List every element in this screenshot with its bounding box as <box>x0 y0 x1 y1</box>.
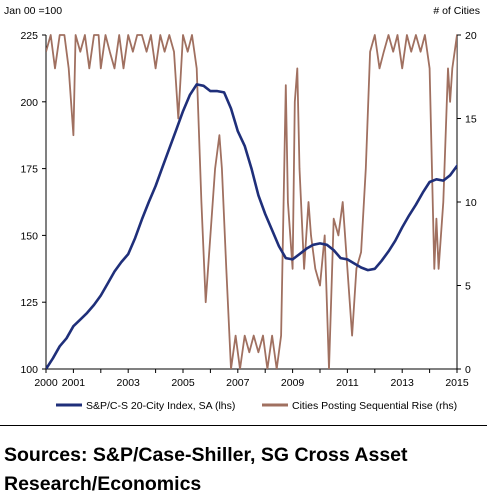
legend-item-index-label: S&P/C-S 20-City Index, SA (lhs) <box>86 400 235 412</box>
right-axis-label: # of Cities <box>433 5 480 17</box>
x-tick-label: 2011 <box>336 377 359 389</box>
series-line-index <box>46 83 457 369</box>
dual-axis-line-chart: Jan 00 =100 # of Cities 1001251501752002… <box>4 5 480 412</box>
left-tick-label: 125 <box>20 297 38 309</box>
left-tick-label: 150 <box>20 230 38 242</box>
right-tick-label: 5 <box>465 281 471 293</box>
series-line-cities <box>46 34 457 369</box>
left-axis-label: Jan 00 =100 <box>4 5 62 17</box>
axes: 100 125 150 175 200 225 0 5 10 15 20 2000 2001 2003 20… <box>20 30 476 389</box>
left-tick-label: 200 <box>20 97 38 109</box>
source-note: Sources: S&P/Case-Shiller, SG Cross Asse… <box>4 444 408 495</box>
x-tick-label: 2009 <box>281 377 305 389</box>
legend-item-cities-label: Cities Posting Sequential Rise (rhs) <box>292 400 457 412</box>
x-tick-label: 2003 <box>117 377 141 389</box>
plot-area <box>46 34 457 369</box>
right-tick-label: 0 <box>465 364 471 376</box>
x-tick-label: 2013 <box>391 377 415 389</box>
x-tick-label: 2000 <box>34 377 58 389</box>
x-tick-label: 2001 <box>62 377 86 389</box>
left-tick-label: 100 <box>20 364 38 376</box>
left-tick-label: 225 <box>20 30 38 42</box>
legend: S&P/C-S 20-City Index, SA (lhs) Cities Po… <box>56 400 457 412</box>
right-tick-label: 10 <box>465 197 477 209</box>
x-tick-label: 2015 <box>445 377 469 389</box>
left-tick-label: 175 <box>20 164 38 176</box>
right-tick-label: 20 <box>465 30 477 42</box>
x-tick-label: 2005 <box>171 377 195 389</box>
x-tick-label: 2007 <box>226 377 250 389</box>
right-tick-label: 15 <box>465 114 477 126</box>
divider-rule <box>0 425 487 426</box>
